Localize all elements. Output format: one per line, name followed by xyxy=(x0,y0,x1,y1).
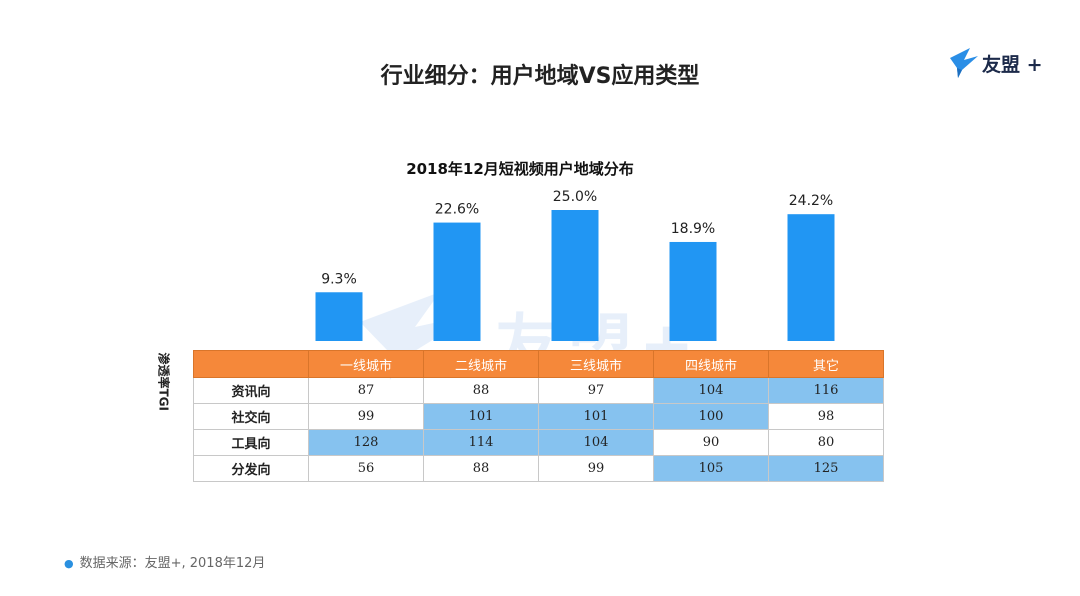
table-cell: 104 xyxy=(538,429,654,456)
column-header: 二线城市 xyxy=(423,350,539,378)
bar xyxy=(315,292,363,341)
table-cell: 105 xyxy=(653,455,769,482)
chart-title: 2018年12月短视频用户地域分布 xyxy=(406,160,634,178)
data-source-note: ● 数据来源：友盟+, 2018年12月 xyxy=(64,556,266,571)
table-cell: 104 xyxy=(653,377,769,404)
bar xyxy=(669,241,717,341)
table-header-row: 一线城市 二线城市 三线城市 四线城市 其它 xyxy=(193,350,884,378)
table-cell: 88 xyxy=(423,455,539,482)
table-cell: 101 xyxy=(423,403,539,430)
page-title: 行业细分：用户地域VS应用类型 xyxy=(380,64,700,89)
table-cell: 97 xyxy=(538,377,654,404)
table-cell: 100 xyxy=(653,403,769,430)
column-header: 一线城市 xyxy=(308,350,424,378)
table-cell: 80 xyxy=(768,429,884,456)
brand-logo: 友盟 + xyxy=(948,44,1058,84)
bar xyxy=(551,210,599,341)
table-row: 工具向 128 114 104 90 80 xyxy=(193,429,884,456)
table-cell: 128 xyxy=(308,429,424,456)
column-header: 其它 xyxy=(768,350,884,378)
row-header: 分发向 xyxy=(193,455,309,482)
row-header: 资讯向 xyxy=(193,377,309,404)
bar-value-label: 9.3% xyxy=(321,271,357,287)
column-header: 四线城市 xyxy=(653,350,769,378)
table-cell: 56 xyxy=(308,455,424,482)
table-cell: 99 xyxy=(538,455,654,482)
bar-value-label: 24.2% xyxy=(789,193,833,209)
table-cell: 116 xyxy=(768,377,884,404)
bar-value-label: 18.9% xyxy=(671,221,715,237)
bar xyxy=(787,214,835,341)
table-cell: 99 xyxy=(308,403,424,430)
bar-value-label: 22.6% xyxy=(435,202,479,218)
logo-text: 友盟 + xyxy=(982,54,1043,76)
table-row: 分发向 56 88 99 105 125 xyxy=(193,455,884,482)
table-cell: 87 xyxy=(308,377,424,404)
table-cell: 125 xyxy=(768,455,884,482)
row-header: 工具向 xyxy=(193,429,309,456)
table-cell: 101 xyxy=(538,403,654,430)
bullet-icon: ● xyxy=(64,557,74,570)
row-header: 社交向 xyxy=(193,403,309,430)
bird-logo-icon xyxy=(950,48,978,78)
bar xyxy=(433,222,481,341)
tgi-table: 一线城市 二线城市 三线城市 四线城市 其它 资讯向 87 88 97 104 116 社交… xyxy=(193,350,884,482)
bar-value-label: 25.0% xyxy=(553,189,597,205)
table-cell: 88 xyxy=(423,377,539,404)
table-cell: 90 xyxy=(653,429,769,456)
column-header: 三线城市 xyxy=(538,350,654,378)
bar-chart: 9.3% 22.6% 25.0% 18.9% 24.2% xyxy=(315,189,835,341)
table-cell: 114 xyxy=(423,429,539,456)
table-corner-header xyxy=(193,350,309,378)
tgi-side-label: 渗透率TGI xyxy=(156,352,171,412)
table-row: 社交向 99 101 101 100 98 xyxy=(193,403,884,430)
table-cell: 98 xyxy=(768,403,884,430)
table-row: 资讯向 87 88 97 104 116 xyxy=(193,377,884,404)
